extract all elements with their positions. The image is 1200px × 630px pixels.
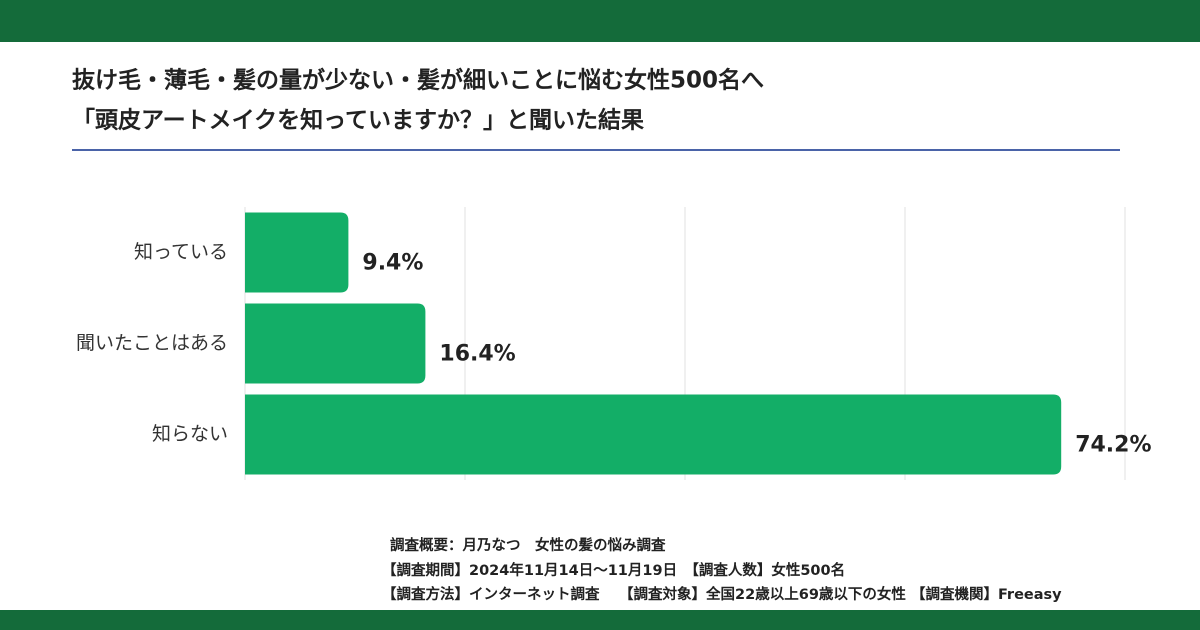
chart-title: 「頭皮アートメイクを知っていますか？」と聞いた結果: [72, 107, 644, 134]
bar: [245, 212, 349, 293]
bar: [245, 303, 426, 384]
value-label: 9.4%: [362, 251, 423, 276]
y-tick-label: 知らない: [152, 423, 228, 445]
note: 【調査方法】インターネット調査 【調査対象】全国22歳以上69歳以下の女性 【調…: [382, 585, 1062, 603]
note: 【調査期間】2024年11月14日〜11月19日 【調査人数】女性500名: [382, 561, 845, 579]
top-band: [0, 0, 1200, 42]
y-tick-label: 知っている: [134, 241, 228, 263]
bottom-band: [0, 610, 1200, 630]
note: 調査概要：月乃なつ 女性の髪の悩み調査: [390, 536, 666, 554]
bar: [245, 394, 1062, 475]
y-tick-label: 聞いたことはある: [76, 332, 228, 354]
chart-title: 抜け毛・薄毛・髪の量が少ない・髪が細いことに悩む女性500名へ: [72, 67, 764, 94]
value-label: 16.4%: [439, 342, 515, 367]
value-label: 74.2%: [1075, 433, 1151, 458]
